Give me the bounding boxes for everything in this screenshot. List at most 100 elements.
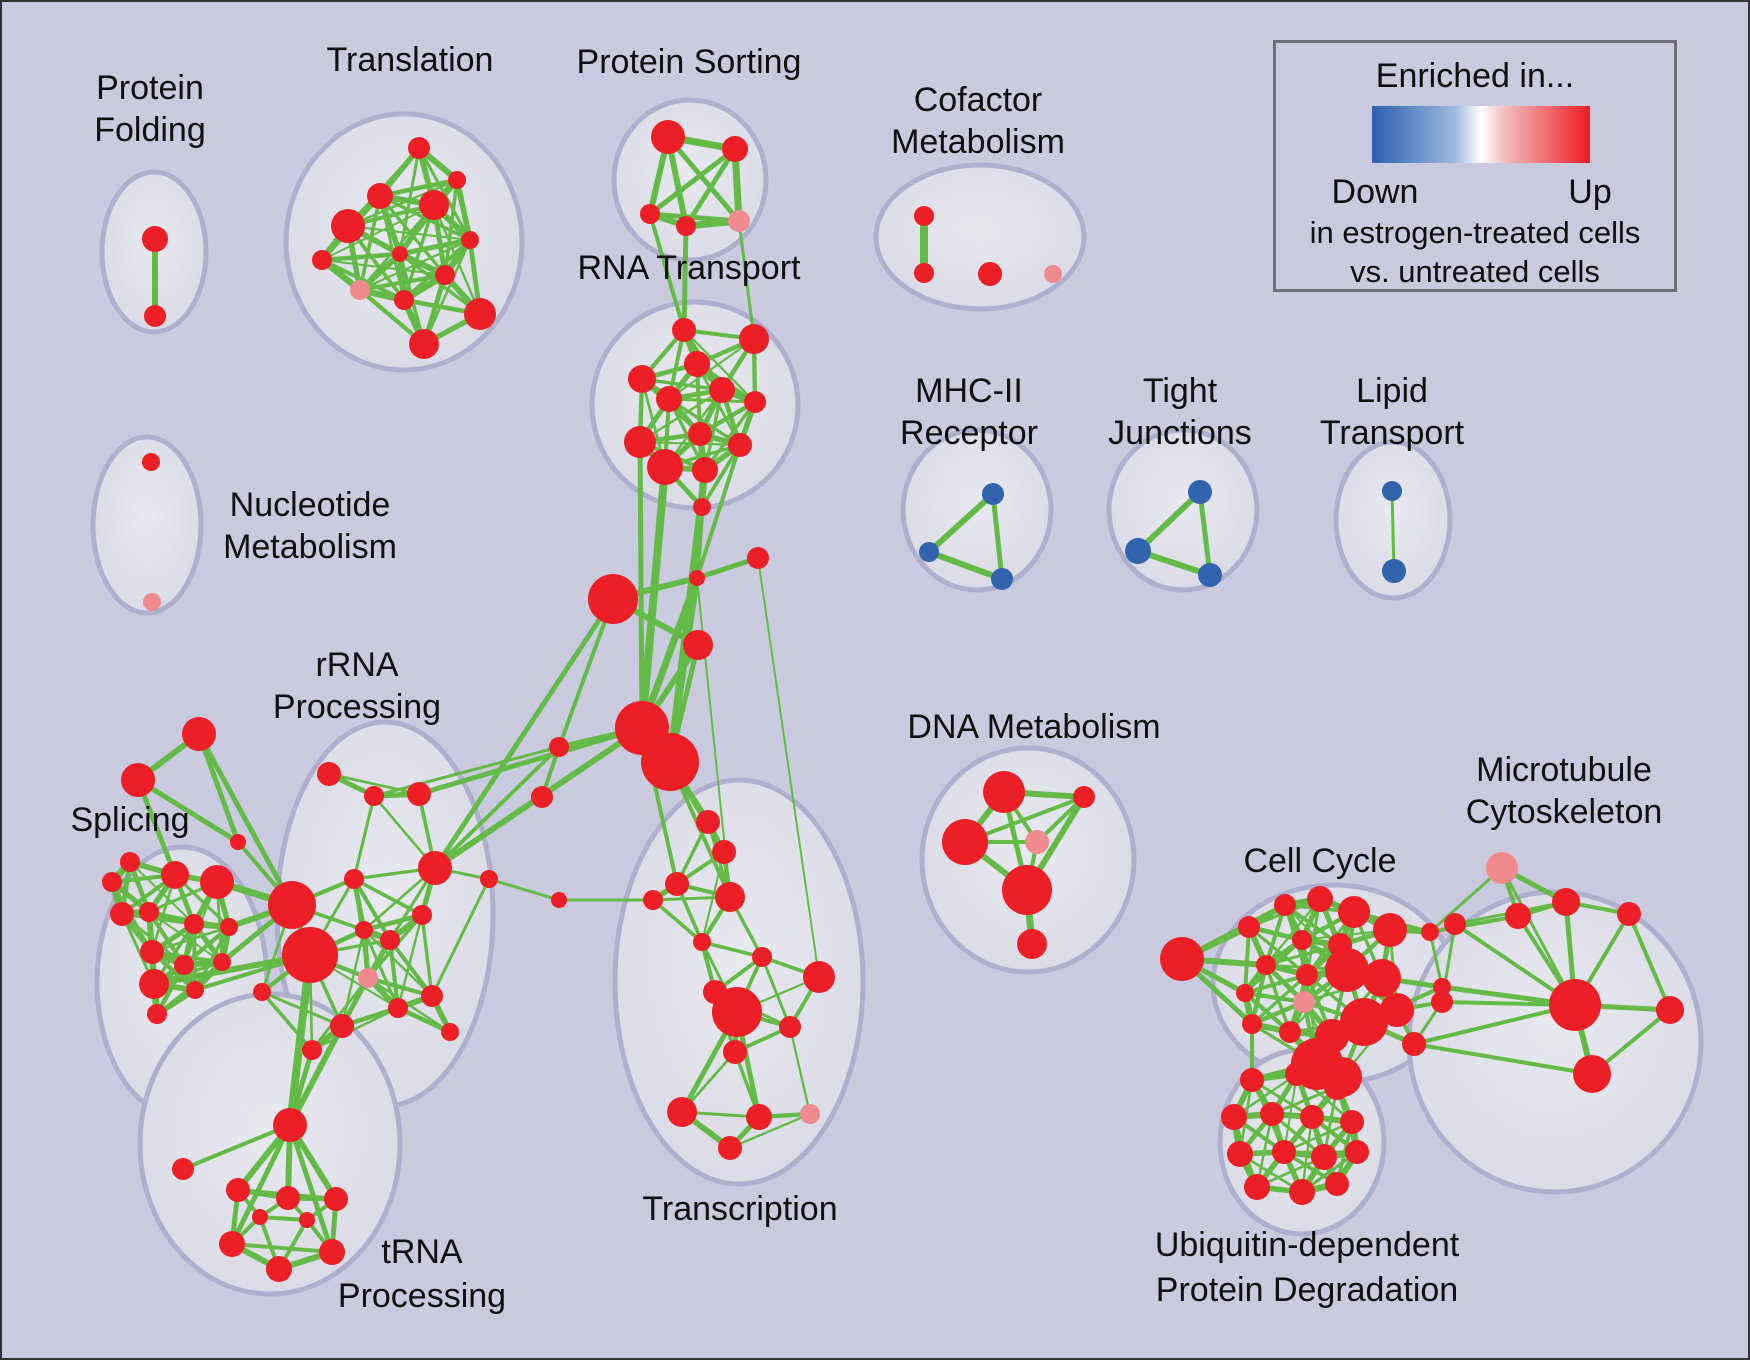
node-rt-0 xyxy=(672,318,696,342)
edge-sp xyxy=(121,912,195,926)
edge-hub xyxy=(1428,931,1444,988)
edge-rt xyxy=(639,440,741,447)
node-sp-3 xyxy=(184,914,204,934)
edge-link xyxy=(286,954,314,1126)
edge-mt xyxy=(1413,1003,1576,1046)
node-ps-1 xyxy=(722,136,748,162)
node-tn-5 xyxy=(219,1231,245,1257)
cluster-tj-label: Junctions xyxy=(1108,414,1252,452)
edge-rr xyxy=(363,929,433,997)
edge-tn xyxy=(229,1123,293,1246)
edge-tj xyxy=(1197,491,1213,576)
node-tc-15 xyxy=(693,933,711,951)
node-tj-1 xyxy=(1125,538,1151,564)
edge-link xyxy=(418,725,643,797)
cluster-dn-label: DNA Metabolism xyxy=(907,708,1160,746)
node-mt-7 xyxy=(1431,991,1453,1013)
node-rt-5 xyxy=(709,377,735,403)
node-tl-0 xyxy=(408,137,430,159)
edge-tl xyxy=(379,177,458,199)
node-tc-7 xyxy=(803,961,835,993)
edge-link xyxy=(681,225,689,331)
edge-link xyxy=(196,732,295,907)
cluster-pf-label: Folding xyxy=(94,111,206,149)
legend-up-label: Up xyxy=(1568,173,1612,211)
node-tl-8 xyxy=(394,290,414,310)
cluster-tn-label: Processing xyxy=(338,1277,506,1315)
node-sp-7 xyxy=(213,953,231,971)
edge-mt xyxy=(1413,1042,1593,1076)
node-tc-14 xyxy=(718,1136,742,1160)
node-rr-4 xyxy=(418,851,452,885)
legend-caption-line1: in estrogen-treated cells xyxy=(1309,215,1641,250)
node-sp-2 xyxy=(139,902,159,922)
cluster-co-label: Cofactor xyxy=(914,81,1043,119)
node-tc-3 xyxy=(715,882,745,912)
node-mt-3 xyxy=(1444,913,1466,935)
edge-hub xyxy=(557,598,615,748)
cluster-tl-ellipse xyxy=(283,111,525,373)
cluster-ps-ellipse xyxy=(611,97,769,263)
node-sp-1 xyxy=(200,865,234,899)
node-hub-7 xyxy=(531,786,553,808)
edge-rt xyxy=(668,397,756,404)
node-hub-10 xyxy=(1421,923,1439,941)
node-co-3 xyxy=(1044,265,1062,283)
node-tn-8 xyxy=(252,1209,268,1225)
node-rr-15 xyxy=(253,983,271,1001)
node-rr-3 xyxy=(268,881,316,929)
legend-down-label: Down xyxy=(1331,173,1419,211)
cluster-mt-label: Microtubule xyxy=(1476,751,1652,789)
edge-rr xyxy=(352,877,392,942)
edge-rr xyxy=(340,929,366,1027)
node-rt-6 xyxy=(744,391,766,413)
edge-tn xyxy=(182,1123,291,1171)
node-cc-8 xyxy=(1256,955,1276,975)
cluster-co-ellipse xyxy=(873,162,1087,312)
cluster-sp-label: Splicing xyxy=(70,801,189,839)
node-cc-6 xyxy=(1292,930,1312,950)
node-cc-9 xyxy=(1236,984,1254,1002)
edge-rt xyxy=(639,388,723,444)
node-co-1 xyxy=(914,263,934,283)
node-sp-4 xyxy=(220,918,238,936)
node-pf-0 xyxy=(142,226,168,252)
node-ub-11 xyxy=(1244,1174,1270,1200)
node-mt-1 xyxy=(1552,888,1580,916)
node-mt-9 xyxy=(1617,902,1641,926)
edge-link xyxy=(432,597,616,870)
node-dn-4 xyxy=(1002,865,1052,915)
edge-ps xyxy=(648,147,737,216)
edge-tl xyxy=(321,204,435,261)
edge-tri xyxy=(196,733,241,843)
node-hub-4 xyxy=(588,574,638,624)
edge-link xyxy=(695,444,742,579)
cluster-tn-label: tRNA xyxy=(381,1233,463,1271)
edge-ub xyxy=(1283,1120,1353,1154)
network-nodes xyxy=(102,120,1684,1282)
node-tc-1 xyxy=(712,840,736,864)
node-mt-2 xyxy=(1505,903,1531,929)
edge-link xyxy=(1429,866,1503,934)
node-mh-2 xyxy=(991,568,1013,590)
node-rr-0 xyxy=(317,762,341,786)
node-ub-12 xyxy=(1289,1179,1315,1205)
edge-link xyxy=(694,506,705,579)
node-tl-10 xyxy=(409,329,439,359)
node-rr-12 xyxy=(388,998,408,1018)
node-rr-9 xyxy=(355,921,373,939)
node-ps-4 xyxy=(728,210,750,232)
node-rr-1 xyxy=(364,786,384,806)
node-tn-2 xyxy=(226,1178,250,1202)
edge-rr xyxy=(367,975,433,999)
node-rr-14 xyxy=(302,1040,322,1060)
node-tn-4 xyxy=(324,1187,348,1211)
node-sp-8 xyxy=(139,969,169,999)
edge-rr xyxy=(396,914,424,1009)
node-cc-0 xyxy=(1160,937,1204,981)
node-cc-4 xyxy=(1338,896,1370,928)
cluster-lp-label: Transport xyxy=(1320,414,1465,452)
node-hub-2 xyxy=(689,570,705,586)
edge-mh xyxy=(926,491,996,555)
